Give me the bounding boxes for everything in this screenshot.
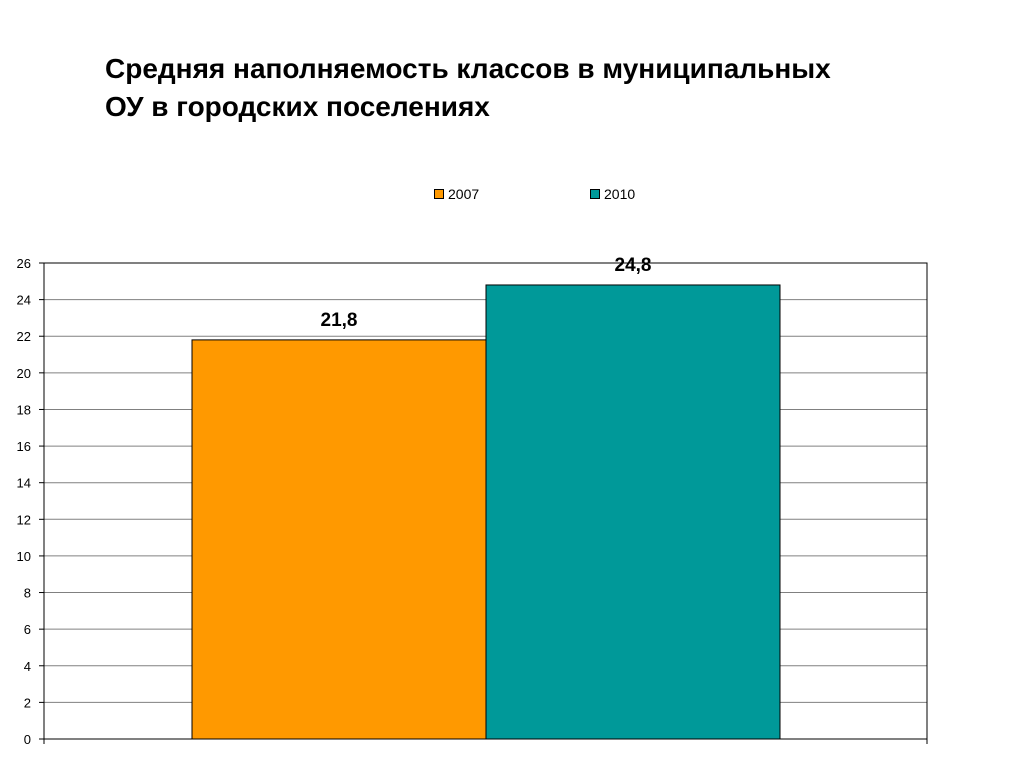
y-tick-label-8: 8 bbox=[24, 586, 31, 601]
y-tick-label-24: 24 bbox=[17, 293, 31, 308]
y-tick-label-20: 20 bbox=[17, 366, 31, 381]
y-tick-label-18: 18 bbox=[17, 402, 31, 417]
y-tick-label-16: 16 bbox=[17, 439, 31, 454]
legend-label-2010: 2010 bbox=[604, 186, 636, 202]
y-tick-label-10: 10 bbox=[17, 549, 31, 564]
y-tick-label-26: 26 bbox=[17, 256, 31, 271]
data-label-2007: 21,8 bbox=[321, 310, 358, 331]
bar-2007 bbox=[191, 339, 487, 740]
y-tick-label-12: 12 bbox=[17, 512, 31, 527]
y-tick-label-14: 14 bbox=[17, 476, 31, 491]
chart-legend: 2007 2010 bbox=[0, 186, 1024, 206]
y-tick-label-2: 2 bbox=[24, 695, 31, 710]
legend-swatch-2010 bbox=[590, 189, 600, 199]
legend-label-2007: 2007 bbox=[448, 186, 480, 202]
bar-2010 bbox=[485, 284, 781, 740]
y-tick-label-0: 0 bbox=[24, 732, 31, 747]
y-tick-label-6: 6 bbox=[24, 622, 31, 637]
legend-item-2007: 2007 bbox=[434, 186, 479, 202]
y-tick-label-22: 22 bbox=[17, 329, 31, 344]
data-label-2010: 24,8 bbox=[615, 255, 652, 276]
chart-title: Средняя наполняемость классов в муниципа… bbox=[105, 50, 1005, 126]
legend-swatch-2007 bbox=[434, 189, 444, 199]
legend-item-2010: 2010 bbox=[590, 186, 635, 202]
chart-title-line-2: ОУ в городских поселениях bbox=[105, 91, 490, 122]
chart-title-line-1: Средняя наполняемость классов в муниципа… bbox=[105, 53, 831, 84]
y-tick-label-4: 4 bbox=[24, 659, 31, 674]
